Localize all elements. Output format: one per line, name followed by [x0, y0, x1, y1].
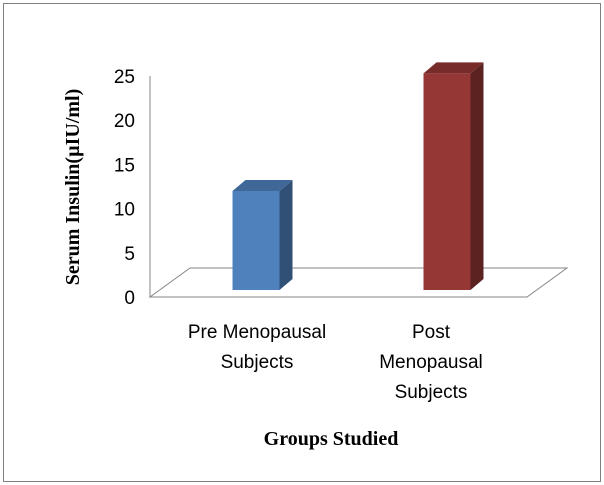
bar-side [279, 179, 293, 290]
bars [232, 62, 484, 290]
x-category-label-line: Post [412, 322, 451, 343]
y-tick-label: 20 [114, 111, 135, 132]
chart-border [3, 3, 601, 482]
x-category-label: Post Menopausal Subjects [379, 322, 483, 403]
bar-top [423, 62, 484, 74]
y-tick-label: 5 [124, 244, 135, 265]
x-category-label-line: Subjects [395, 382, 468, 403]
bar [232, 179, 293, 290]
floor-plane [148, 267, 569, 298]
bar-front [423, 73, 471, 290]
bar [423, 62, 484, 290]
x-category-label-line: Menopausal [379, 352, 483, 373]
y-tick-labels: 0 5 10 15 20 25 [114, 67, 135, 309]
y-tick-label: 10 [114, 200, 135, 221]
y-axis-title: Serum Insulin(µIU/ml) [62, 89, 84, 286]
x-category-label-line: Subjects [221, 352, 294, 373]
y-tick-label: 15 [114, 155, 135, 176]
bar-side [470, 62, 484, 290]
x-category-label-line: Pre Menopausal [188, 322, 326, 343]
y-tick-label: 25 [114, 67, 135, 88]
y-tick-label: 0 [124, 288, 135, 309]
bar-top [232, 179, 293, 191]
bar-front [232, 190, 280, 290]
x-axis-title: Groups Studied [264, 428, 399, 450]
x-category-label: Pre Menopausal Subjects [188, 322, 326, 373]
category-labels: Pre Menopausal Subjects Post Menopausal Subj… [188, 322, 483, 403]
